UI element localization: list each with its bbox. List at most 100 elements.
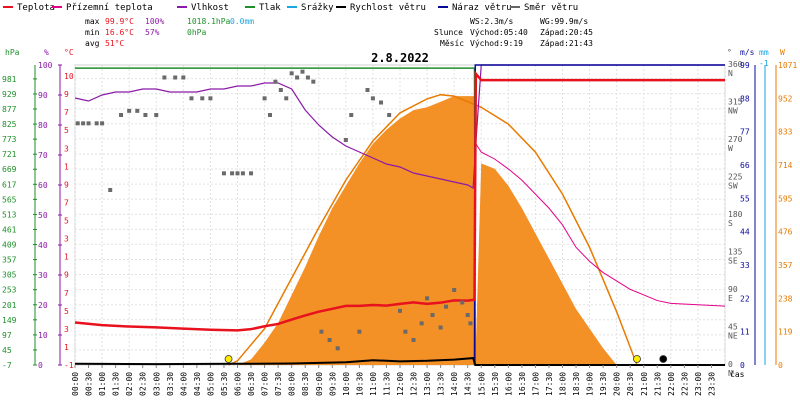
x-tick-label: 05:30 <box>220 372 229 396</box>
marker-sunset <box>633 355 641 363</box>
wind-direction-point <box>460 300 465 305</box>
x-tick-label: 11:30 <box>382 372 391 396</box>
wind-direction-point <box>181 75 186 80</box>
wind-direction-point <box>135 108 140 113</box>
tick-hpa: -7 <box>2 361 12 370</box>
wind-direction-point <box>208 96 213 101</box>
x-axis-label: čas <box>730 369 745 379</box>
tick-celsius: 9 <box>64 90 69 99</box>
tick-w: 833 <box>778 128 793 137</box>
legend-label: Vlhkost <box>191 3 229 13</box>
stats-pressure: 1018.1hPa <box>187 17 231 26</box>
x-tick-label: 04:30 <box>193 372 202 396</box>
x-tick-label: 06:30 <box>247 372 256 396</box>
legend-label: Srážky <box>301 3 334 13</box>
tick-hpa: 721 <box>2 150 17 159</box>
series-temperature <box>74 70 725 332</box>
tick-w: 238 <box>778 294 793 303</box>
tick-percent: 80 <box>38 121 48 130</box>
x-tick-label: 15:00 <box>477 372 486 396</box>
tick-w: 595 <box>778 194 793 203</box>
axis-label-degree: ° <box>727 48 732 57</box>
axis-label-ms: m/s <box>740 48 755 57</box>
tick-percent: 10 <box>38 331 48 340</box>
stats-label: avg <box>85 39 100 48</box>
x-tick-label: 18:00 <box>559 372 568 396</box>
wind-direction-point <box>300 69 305 74</box>
series-humidity <box>74 64 725 189</box>
wind-direction-point <box>349 113 354 117</box>
tick-percent: 40 <box>38 241 48 250</box>
tick-percent: 0 <box>38 361 43 370</box>
wind-direction-point <box>387 113 392 117</box>
wind-direction-point <box>403 329 408 334</box>
wind-direction-point <box>419 321 424 326</box>
legend-label: Tlak <box>259 3 281 13</box>
tick-ms: 0 <box>740 361 745 370</box>
stats-label: max <box>85 17 100 26</box>
wind-direction-point <box>335 346 340 351</box>
stats-humidity: 100% <box>145 17 164 26</box>
info-sun-label: Slunce <box>434 28 463 37</box>
tick-celsius: 1 <box>64 253 69 262</box>
wind-direction-point <box>94 121 99 126</box>
wind-direction-point <box>278 88 283 92</box>
x-tick-label: 16:30 <box>518 372 527 396</box>
tick-ms: 99 <box>740 61 750 70</box>
wind-direction-point <box>127 108 132 113</box>
x-tick-label: 07:00 <box>261 372 270 396</box>
info-wind-gust: WG:99.9m/s <box>540 17 588 26</box>
stats-label: min <box>85 28 100 37</box>
x-tick-label: 21:30 <box>653 372 662 396</box>
tick-degree: 315 <box>728 98 743 107</box>
x-tick-label: 01:00 <box>98 372 107 396</box>
tick-degree: 270 <box>728 135 743 144</box>
wind-direction-point <box>235 171 240 176</box>
x-tick-label: 14:30 <box>464 372 473 396</box>
stats-temp: 99.9°C <box>105 17 134 26</box>
x-tick-label: 19:30 <box>599 372 608 396</box>
tick-hpa: 97 <box>2 331 12 340</box>
info-sunset: Západ:20:45 <box>540 28 593 37</box>
tick-hpa: 305 <box>2 271 17 280</box>
tick-mm: -1 <box>759 59 769 68</box>
x-tick-label: 10:00 <box>342 372 351 396</box>
legend-label: Směr větru <box>524 3 578 13</box>
x-tick-label: 02:00 <box>125 372 134 396</box>
wind-direction-point <box>268 113 272 117</box>
tick-hpa: 513 <box>2 210 17 219</box>
axis-label-mm: mm <box>759 48 769 57</box>
tick-ms: 77 <box>740 128 750 137</box>
tick-celsius: 9 <box>64 180 69 189</box>
tick-direction: E <box>728 294 733 303</box>
wind-direction-point <box>200 96 205 101</box>
wind-direction-point <box>273 79 278 84</box>
tick-hpa: 149 <box>2 316 17 325</box>
tick-direction: SW <box>728 182 738 191</box>
x-tick-label: 12:00 <box>396 372 405 396</box>
info-sunrise: Východ:05:40 <box>470 28 528 37</box>
x-tick-label: 22:00 <box>667 372 676 396</box>
tick-celsius: 9 <box>64 271 69 280</box>
tick-percent: 60 <box>38 181 48 190</box>
tick-direction: NW <box>728 107 738 116</box>
wind-direction-point <box>108 188 113 192</box>
legend-label: Přízemní teplota <box>66 3 153 13</box>
wind-direction-point <box>357 329 362 334</box>
info-moonrise: Východ:9:19 <box>470 39 523 48</box>
tick-ms: 11 <box>740 328 750 337</box>
tick-celsius: 1 <box>64 343 69 352</box>
wind-direction-point <box>468 321 473 326</box>
x-tick-label: 11:00 <box>369 372 378 396</box>
x-tick-label: 09:00 <box>315 372 324 396</box>
wind-direction-point <box>221 171 226 176</box>
x-tick-label: 14:00 <box>450 372 459 396</box>
wind-direction-point <box>438 325 443 330</box>
wind-direction-point <box>262 96 267 101</box>
tick-ms: 44 <box>740 228 750 237</box>
tick-ms: 22 <box>740 294 750 303</box>
tick-hpa: 877 <box>2 105 17 114</box>
tick-direction: N <box>728 369 733 378</box>
tick-celsius: 10 <box>64 72 74 81</box>
